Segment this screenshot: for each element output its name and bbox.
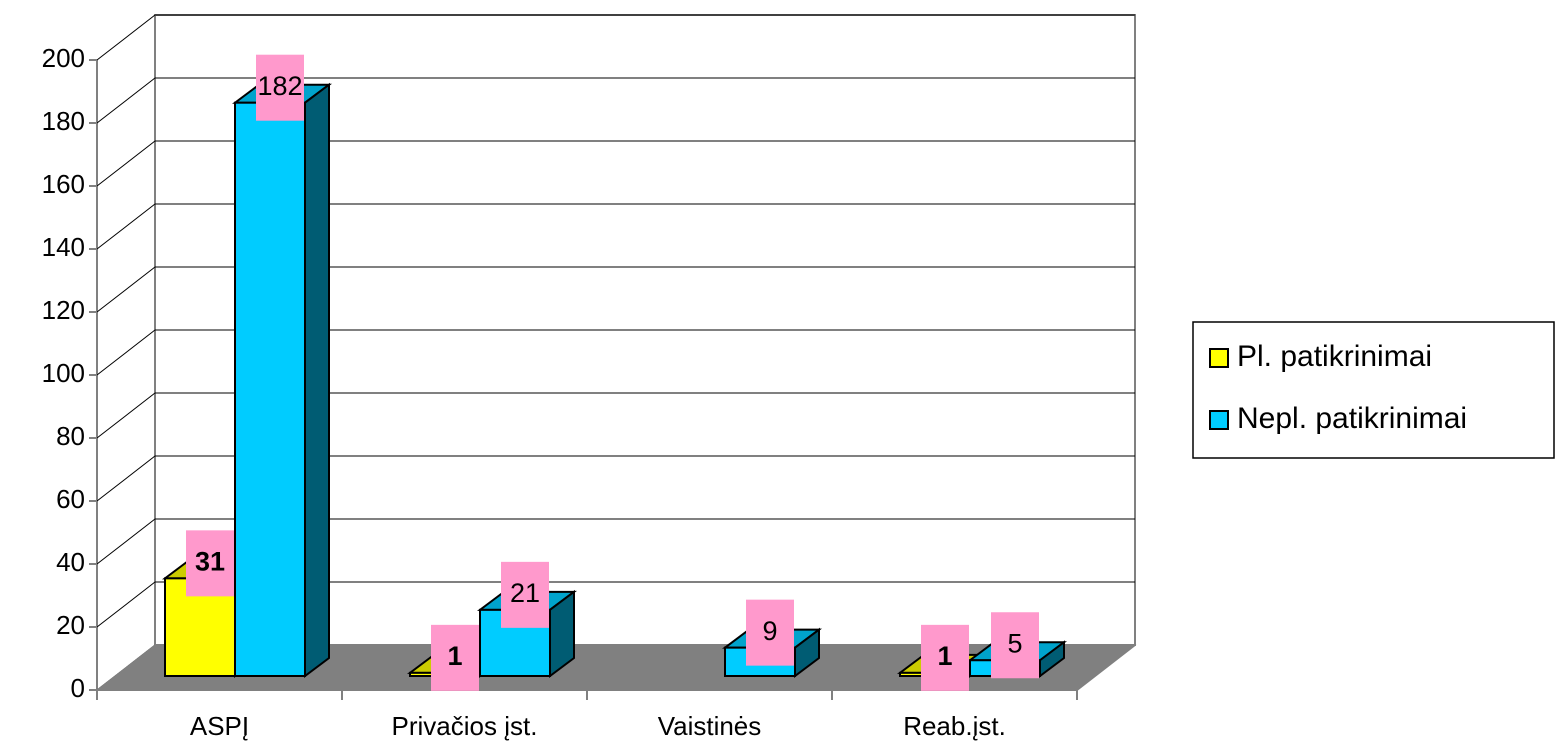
y-tick-label: 80 [56,421,85,451]
data-label: 9 [762,616,777,646]
grid-line [96,203,156,250]
x-tick-label: Privačios įst. [392,711,538,741]
data-label-box [186,530,234,597]
axis-line [1076,644,1136,691]
data-label-box [746,599,794,666]
y-tick-label: 180 [42,106,85,136]
bar-side [304,82,330,678]
y-tick-label: 160 [42,169,85,199]
data-label-box [921,624,969,691]
y-tick-label: 60 [56,484,85,514]
grid-line [96,14,156,61]
grid-line [96,77,156,124]
legend-label: Pl. patikrinimai [1237,340,1432,373]
y-tick-label: 100 [42,358,85,388]
legend-label: Nepl. patikrinimai [1237,402,1467,435]
bar [234,101,306,677]
data-label-box [501,561,549,628]
legend [1192,321,1555,459]
legend-swatch [1209,410,1229,430]
grid-line [96,455,156,502]
grid-line [96,518,156,565]
legend-swatch [1209,348,1229,368]
data-label: 21 [510,578,540,608]
data-label-box [431,624,479,691]
grid-line [96,392,156,439]
y-tick-label: 140 [42,232,85,262]
y-tick-label: 200 [42,43,85,73]
grid-line [96,329,156,376]
grid-line [96,266,156,313]
y-tick-label: 20 [56,610,85,640]
data-label: 1 [447,641,462,671]
data-label-box [991,612,1039,679]
x-tick-label: ASPĮ [190,711,249,741]
y-tick-label: 40 [56,547,85,577]
data-label: 182 [257,71,302,101]
y-tick-label: 0 [71,673,85,703]
data-label: 31 [195,546,225,576]
x-tick-label: Reab.įst. [903,711,1006,741]
grid-line [96,140,156,187]
y-tick-label: 120 [42,295,85,325]
data-label-box [256,54,304,121]
data-label: 5 [1007,628,1022,658]
x-tick-label: Vaistinės [658,711,762,741]
data-label: 1 [937,641,952,671]
grid-line [96,581,156,628]
